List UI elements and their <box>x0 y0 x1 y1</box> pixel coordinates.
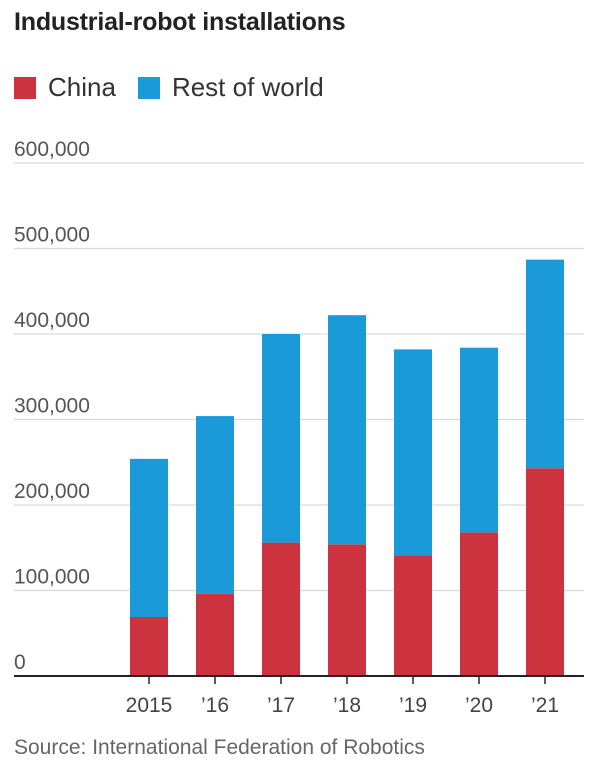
legend-item-china: China <box>14 72 116 103</box>
bar-segment-china <box>328 544 366 676</box>
y-tick-label: 100,000 <box>14 566 90 589</box>
bar-segment-rest-of-world <box>460 347 498 533</box>
y-tick-label: 400,000 <box>14 309 90 332</box>
x-tick-label: ’17 <box>267 694 295 717</box>
bar-segment-rest-of-world <box>394 349 432 556</box>
y-tick-label: 300,000 <box>14 395 90 418</box>
legend-label-rest-of-world: Rest of world <box>171 72 324 102</box>
bar-segment-china <box>130 617 168 676</box>
x-tick-label: ’18 <box>333 694 361 717</box>
bar-segment-rest-of-world <box>526 259 564 469</box>
bar-segment-china <box>394 555 432 676</box>
source-note: Source: International Federation of Robo… <box>14 736 425 759</box>
bar-segment-china <box>460 532 498 676</box>
y-tick-label: 200,000 <box>14 480 90 503</box>
bar-segment-china <box>262 542 300 676</box>
legend-item-rest-of-world: Rest of world <box>137 72 324 103</box>
bar-segment-china <box>526 468 564 676</box>
x-tick-label: ’16 <box>201 694 229 717</box>
legend: China Rest of world <box>14 72 346 103</box>
y-tick-label: 0 <box>14 651 26 674</box>
x-tick-label: 2015 <box>126 694 173 717</box>
x-tick-label: ’20 <box>465 694 493 717</box>
bar-segment-china <box>196 593 234 676</box>
y-tick-label: 600,000 <box>14 138 90 161</box>
bar-segment-rest-of-world <box>328 315 366 545</box>
legend-label-china: China <box>48 72 116 102</box>
legend-swatch-china <box>14 76 36 99</box>
bar-segment-rest-of-world <box>130 458 168 618</box>
x-tick-label: ’19 <box>399 694 427 717</box>
stacked-bar-chart: 0 100,000 200,000 300,000 400,000 500,000 600,… <box>14 138 584 717</box>
legend-swatch-rest-of-world <box>137 76 160 99</box>
chart-title: Industrial-robot installations <box>14 8 346 36</box>
bar-segment-rest-of-world <box>262 334 300 543</box>
bar-segment-rest-of-world <box>196 416 234 594</box>
x-tick-label: ’21 <box>531 694 559 717</box>
y-tick-label: 500,000 <box>14 224 90 247</box>
